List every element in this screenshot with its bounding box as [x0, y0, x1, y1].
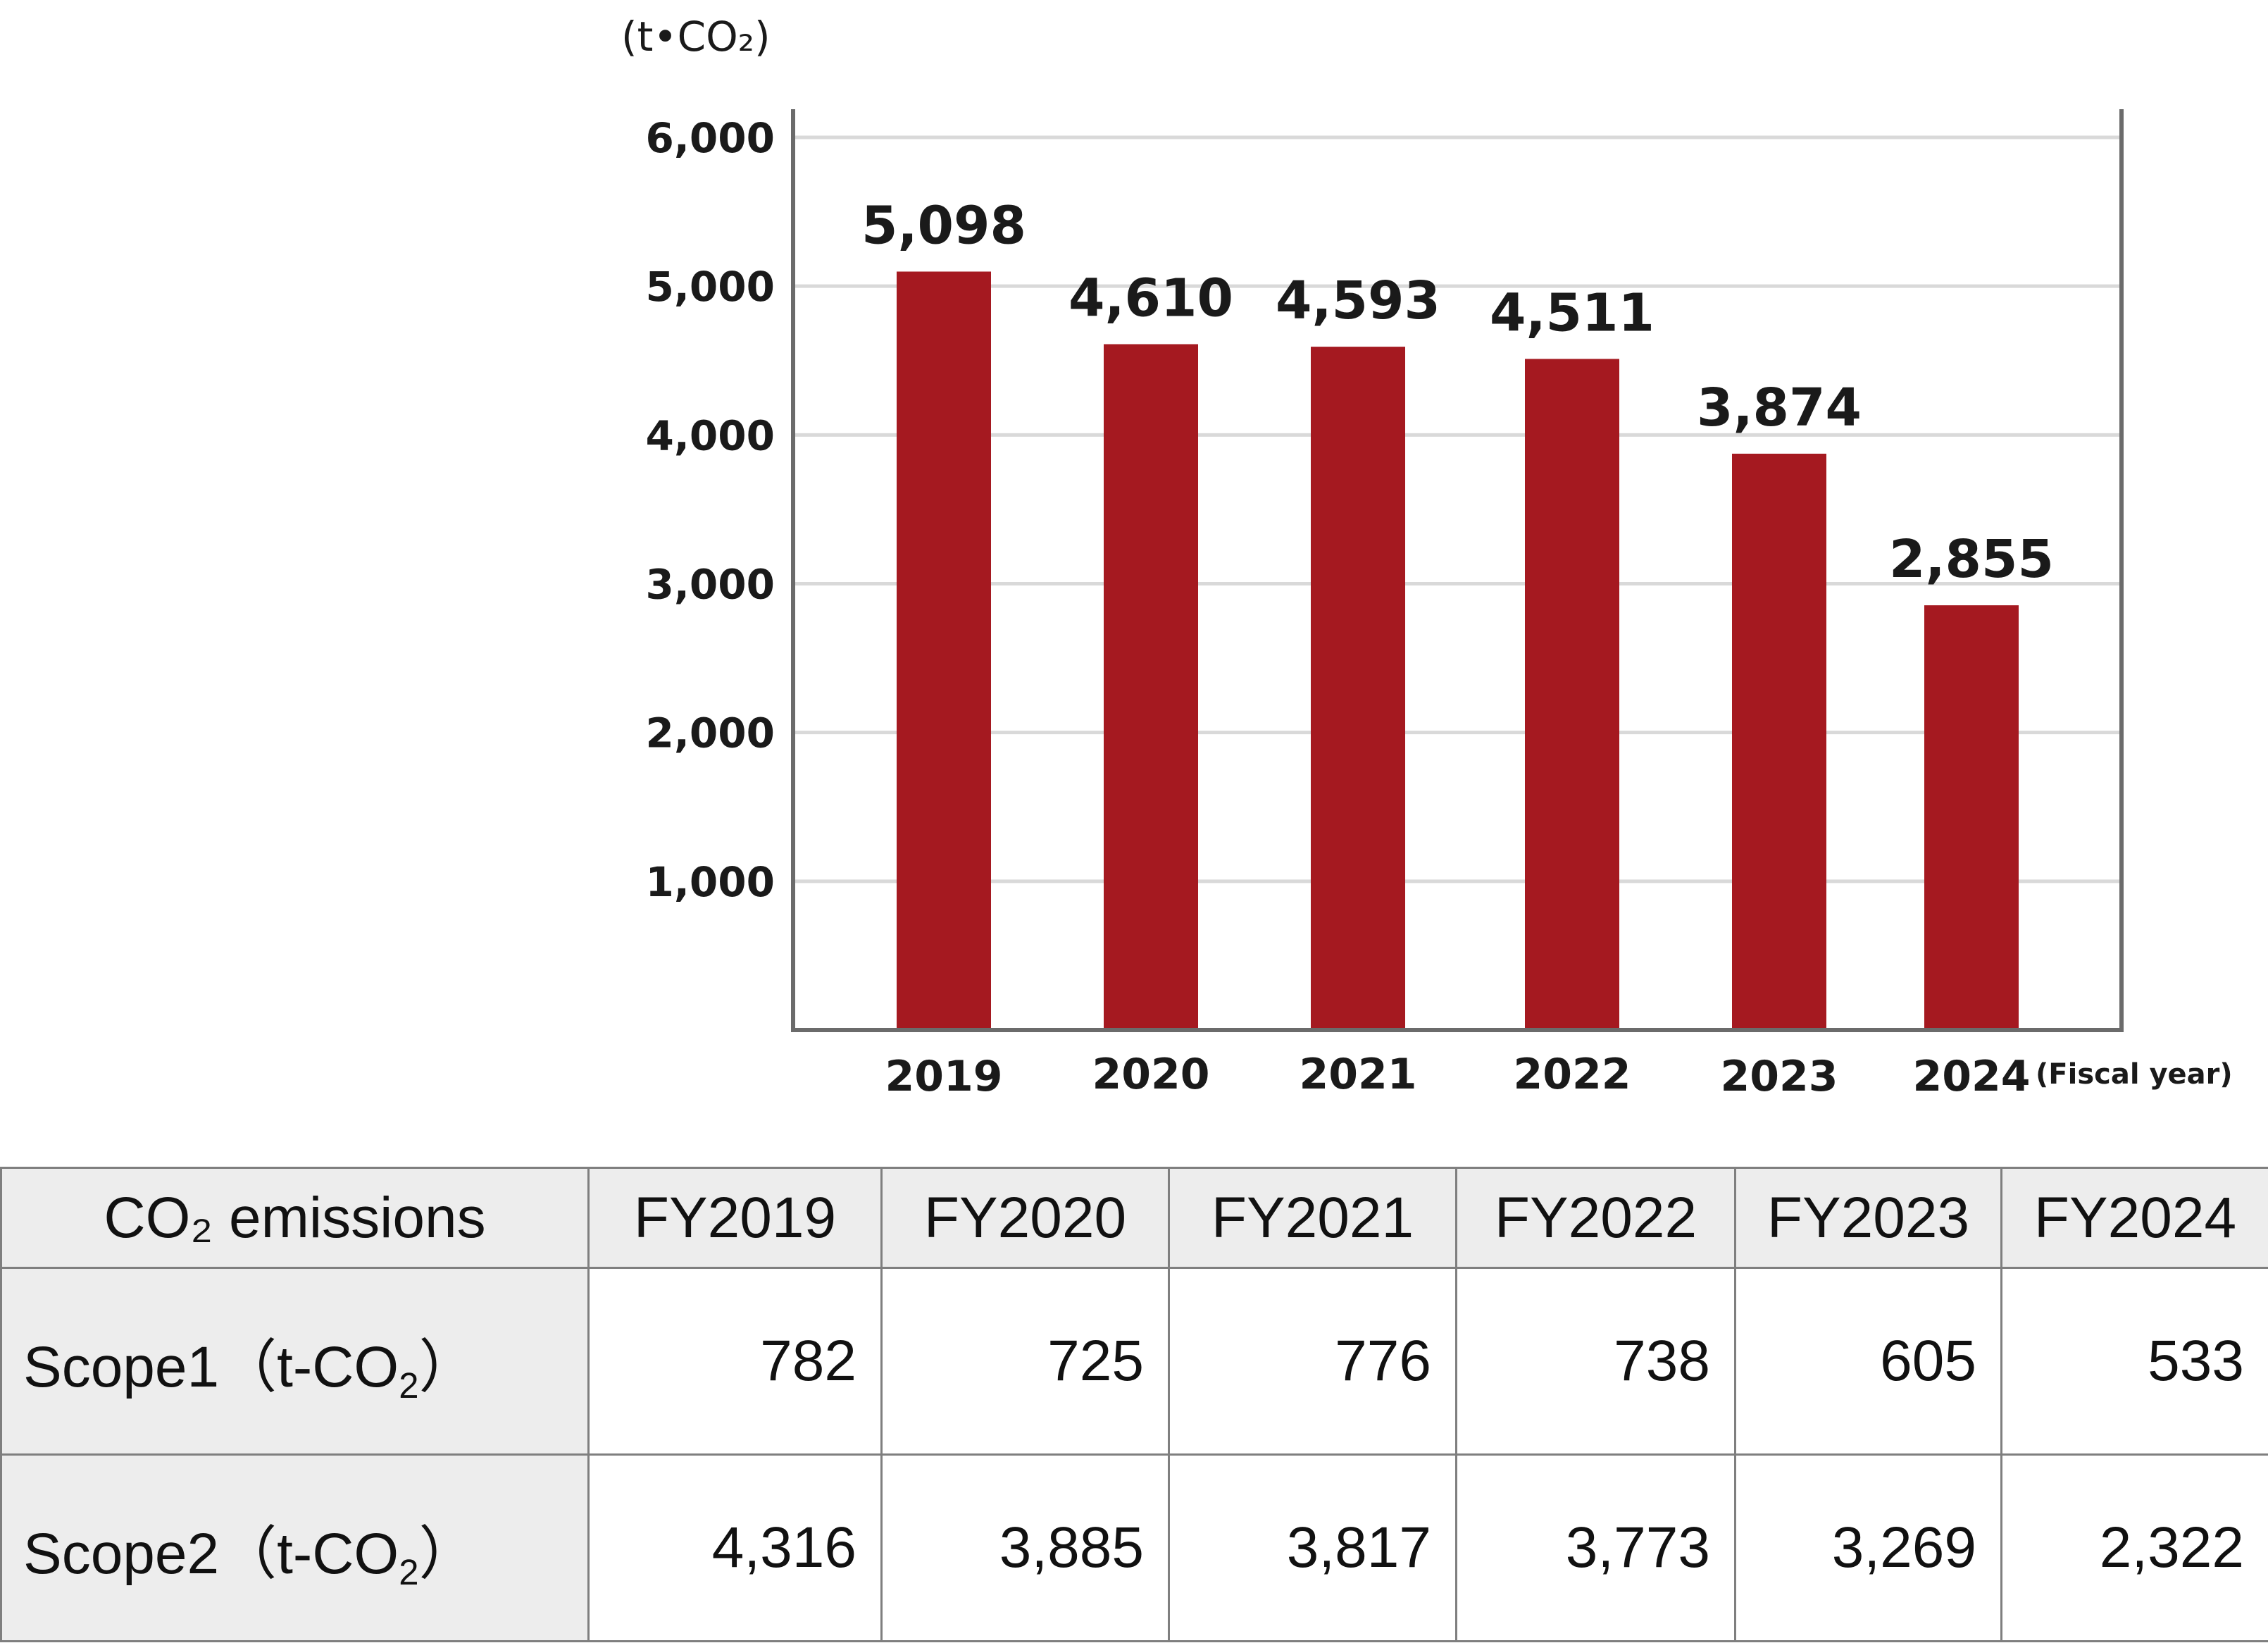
x-tick-label: 2020: [1092, 1050, 1210, 1099]
x-tick-label: 2022: [1514, 1050, 1631, 1099]
y-tick-labels: 1,000 2,000 3,000 4,000 5,000 6,000: [646, 114, 775, 906]
x-tick-label: 2021: [1300, 1050, 1417, 1099]
bar: [1525, 359, 1619, 1031]
table-cell: 3,773: [1455, 1453, 1736, 1642]
y-tick-label: 4,000: [646, 411, 775, 459]
y-tick-label: 1,000: [646, 858, 775, 906]
row-label-scope1: Scope1（t-CO2）: [0, 1267, 590, 1456]
data-label: 3,874: [1697, 378, 1862, 438]
data-label: 2,855: [1889, 529, 2054, 590]
table-cell: 776: [1168, 1267, 1457, 1456]
year-header: FY2022: [1455, 1167, 1736, 1269]
data-label: 5,098: [861, 195, 1026, 256]
table-cell: 725: [880, 1267, 1170, 1456]
data-label: 4,593: [1276, 271, 1440, 331]
year-header: FY2019: [587, 1167, 883, 1269]
data-label: 4,511: [1490, 283, 1655, 343]
table-cell: 533: [2000, 1267, 2268, 1456]
bar: [1311, 347, 1405, 1030]
table-row-scope2: Scope2（t-CO2） 4,316 3,885 3,817 3,773 3,…: [0, 1453, 2268, 1642]
year-header: FY2023: [1734, 1167, 2002, 1269]
table-cell: 605: [1734, 1267, 2002, 1456]
table-header-row: CO₂ emissions FY2019 FY2020 FY2021 FY202…: [0, 1167, 2268, 1269]
table-cell: 782: [587, 1267, 883, 1456]
x-tick-label: 2019: [885, 1052, 1003, 1101]
year-header: FY2021: [1168, 1167, 1457, 1269]
table-cell: 4,316: [587, 1453, 883, 1642]
y-tick-label: 3,000: [646, 561, 775, 609]
x-tick-label: 2024: [1913, 1052, 2031, 1101]
emissions-table: CO₂ emissions FY2019 FY2020 FY2021 FY202…: [0, 1167, 2268, 1642]
y-unit-label: (t•CO₂): [621, 13, 771, 61]
bars: [897, 271, 2019, 1031]
x-axis-label: (Fiscal year): [2036, 1058, 2233, 1091]
emissions-bar-chart: (t•CO₂) 1,000 2,000 3,000 4,000 5,000 6,000 2…: [621, 13, 2233, 1101]
bar: [1924, 605, 2019, 1030]
y-tick-label: 2,000: [646, 709, 775, 757]
data-labels: 5,098 4,610 4,593 4,511 3,874 2,855: [861, 195, 2054, 590]
year-header: FY2024: [2000, 1167, 2268, 1269]
table-cell: 3,817: [1168, 1453, 1457, 1642]
bar: [1104, 344, 1198, 1030]
x-tick-label: 2023: [1721, 1052, 1838, 1101]
row-label-scope2: Scope2（t-CO2）: [0, 1453, 590, 1642]
bar: [897, 271, 991, 1031]
bar: [1732, 453, 1826, 1030]
y-tick-label: 5,000: [646, 263, 775, 311]
table-cell: 3,885: [880, 1453, 1170, 1642]
table-row-scope1: Scope1（t-CO2） 782 725 776 738 605 533: [0, 1267, 2268, 1456]
gridlines: [793, 135, 2121, 884]
year-header: FY2020: [880, 1167, 1170, 1269]
x-tick-labels: 2019 2020 2021 2022 2023 2024: [885, 1050, 2031, 1101]
axes: [791, 109, 2124, 1032]
y-tick-label: 6,000: [646, 114, 775, 162]
table-cell: 2,322: [2000, 1453, 2268, 1642]
table-cell: 738: [1455, 1267, 1736, 1456]
corner-header: CO₂ emissions: [0, 1167, 590, 1269]
table-cell: 3,269: [1734, 1453, 2002, 1642]
data-label: 4,610: [1068, 268, 1233, 329]
